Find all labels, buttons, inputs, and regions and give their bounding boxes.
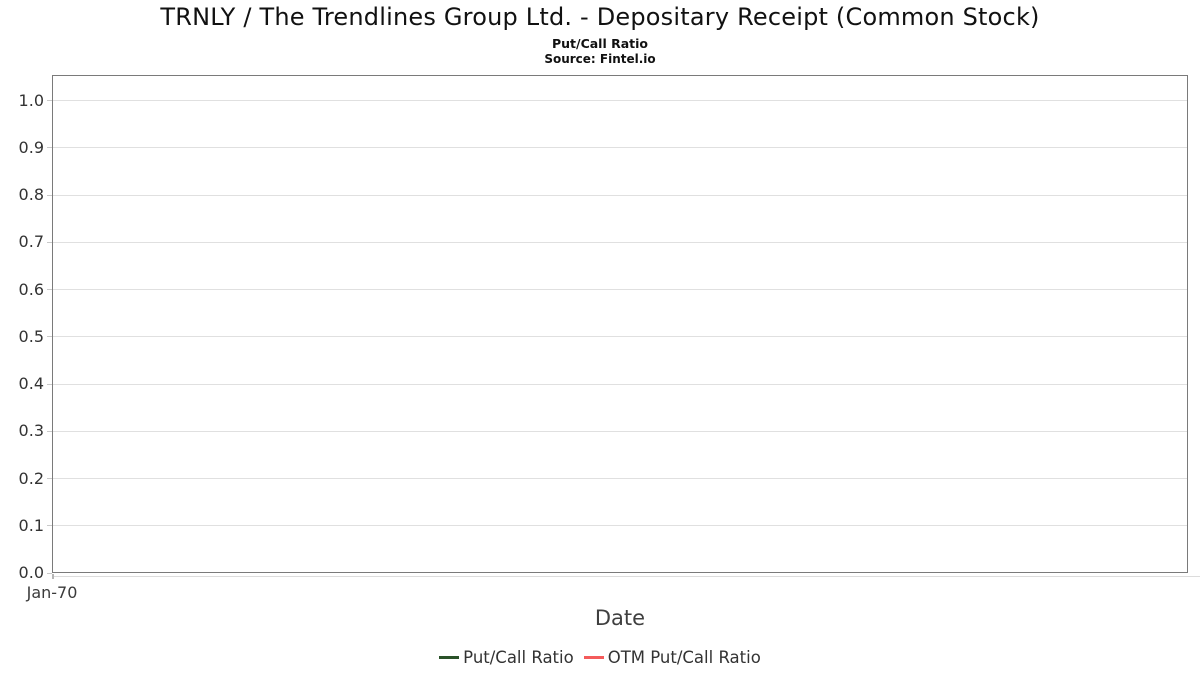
y-tick-label: 0.1 [18, 515, 44, 535]
y-tick-label: 0.6 [18, 279, 44, 299]
y-tick-mark [47, 572, 52, 574]
y-gridline [53, 241, 1187, 243]
y-tick-label: 0.0 [18, 563, 44, 582]
y-tick-mark [47, 383, 52, 385]
chart-subtitle: Put/Call Ratio [551, 36, 649, 51]
x-tick-mark [52, 574, 54, 579]
y-tick-label: 0.4 [18, 374, 44, 394]
y-gridline [53, 100, 1187, 102]
legend-marker-otm-put-call-ratio [583, 656, 604, 659]
y-tick-mark [47, 478, 52, 480]
y-tick-mark [47, 194, 52, 196]
chart-legend: Put/Call Ratio OTM Put/Call Ratio [0, 648, 1200, 667]
x-axis-line [52, 575, 1200, 577]
y-gridline [53, 336, 1187, 338]
y-gridline [53, 147, 1187, 149]
chart-source-label: Source: Fintel.io [544, 52, 656, 66]
y-tick-label: 0.2 [18, 468, 44, 488]
y-tick-label: 1.0 [18, 90, 44, 110]
y-tick-mark [47, 336, 52, 338]
y-tick-mark [47, 147, 52, 149]
y-tick-mark [47, 430, 52, 432]
x-tick-label: Jan-70 [26, 583, 78, 602]
x-axis-title: Date [594, 606, 646, 630]
y-gridline [53, 194, 1187, 196]
legend-item-put-call-ratio: Put/Call Ratio [439, 648, 574, 667]
plot-area [52, 75, 1188, 573]
y-tick-label: 0.9 [18, 137, 44, 157]
y-gridline [53, 430, 1187, 432]
legend-label-otm-put-call-ratio: OTM Put/Call Ratio [607, 648, 761, 667]
y-tick-mark [47, 241, 52, 243]
legend-label-put-call-ratio: Put/Call Ratio [463, 648, 574, 667]
y-tick-mark [47, 525, 52, 527]
y-gridline [53, 289, 1187, 291]
y-gridline [53, 383, 1187, 385]
y-tick-mark [47, 289, 52, 291]
legend-item-otm-put-call-ratio: OTM Put/Call Ratio [583, 648, 761, 667]
y-tick-mark [47, 100, 52, 102]
legend-marker-put-call-ratio [439, 656, 460, 659]
y-gridline [53, 525, 1187, 527]
y-tick-label: 0.5 [18, 326, 44, 346]
chart-title: TRNLY / The Trendlines Group Ltd. - Depo… [160, 3, 1040, 31]
y-tick-label: 0.8 [18, 185, 44, 205]
y-gridline [53, 478, 1187, 480]
y-tick-label: 0.7 [18, 232, 44, 252]
y-tick-label: 0.3 [18, 421, 44, 441]
